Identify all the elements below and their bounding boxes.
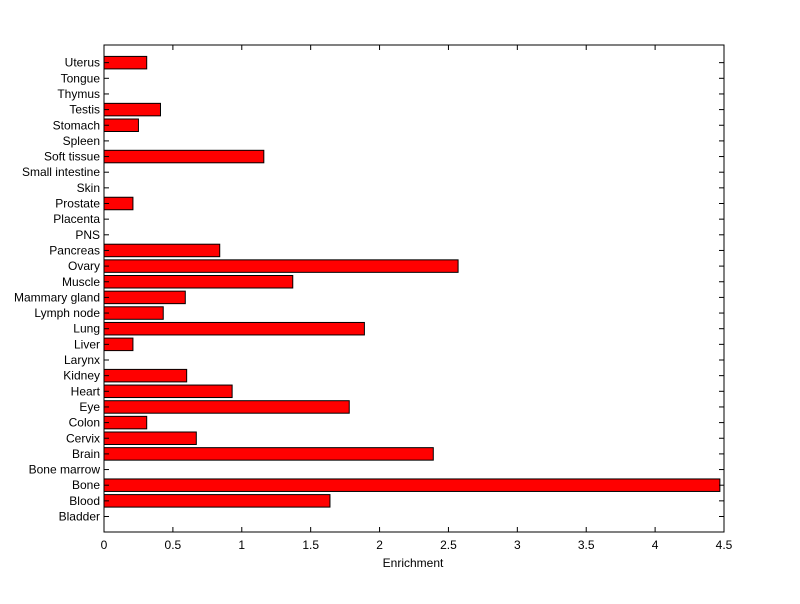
bar-blood xyxy=(103,494,331,508)
bar-bone xyxy=(103,478,721,492)
bar-stomach xyxy=(103,118,139,132)
bar-colon xyxy=(103,415,148,430)
category-label-placenta: Placenta xyxy=(53,212,100,226)
x-tick-label: 0 xyxy=(101,538,108,552)
category-label-pns: PNS xyxy=(75,228,100,242)
category-label-pancreas: Pancreas xyxy=(49,243,100,257)
category-label-colon: Colon xyxy=(69,416,100,430)
x-tick-label: 4.5 xyxy=(716,538,733,552)
bar-pancreas xyxy=(103,243,221,258)
bar-kidney xyxy=(103,368,188,383)
x-tick-label: 3 xyxy=(514,538,521,552)
bar-testis xyxy=(103,102,161,117)
bar-ovary xyxy=(103,259,459,273)
category-label-skin: Skin xyxy=(77,181,100,195)
x-tick-label: 1.5 xyxy=(302,538,319,552)
category-label-bone-marrow: Bone marrow xyxy=(29,463,101,477)
x-tick-label: 4 xyxy=(652,538,659,552)
category-label-tongue: Tongue xyxy=(61,71,101,85)
category-label-liver: Liver xyxy=(74,337,100,351)
x-axis-label: Enrichment xyxy=(383,556,444,570)
category-label-kidney: Kidney xyxy=(63,369,100,383)
bar-lung xyxy=(103,321,365,336)
category-label-cervix: Cervix xyxy=(66,431,100,445)
bar-lymph-node xyxy=(103,306,164,320)
category-label-blood: Blood xyxy=(69,494,100,508)
category-label-thymus: Thymus xyxy=(57,87,100,101)
category-label-eye: Eye xyxy=(79,400,100,414)
category-label-testis: Testis xyxy=(69,103,100,117)
category-label-lung: Lung xyxy=(73,322,100,336)
category-label-soft-tissue: Soft tissue xyxy=(44,150,100,164)
category-label-muscle: Muscle xyxy=(62,275,100,289)
x-tick-label: 0.5 xyxy=(165,538,182,552)
bar-mammary-gland xyxy=(103,290,186,305)
category-label-bone: Bone xyxy=(72,478,100,492)
bar-heart xyxy=(103,384,233,399)
category-label-uterus: Uterus xyxy=(65,56,100,70)
bar-muscle xyxy=(103,275,294,289)
category-label-lymph-node: Lymph node xyxy=(34,306,100,320)
category-label-bladder: Bladder xyxy=(59,510,100,524)
bar-eye xyxy=(103,400,350,414)
plot-frame xyxy=(103,44,725,533)
category-label-larynx: Larynx xyxy=(64,353,100,367)
category-label-spleen: Spleen xyxy=(63,134,100,148)
x-tick-label: 2 xyxy=(376,538,383,552)
category-label-small-intestine: Small intestine xyxy=(22,165,100,179)
bar-uterus xyxy=(103,55,148,70)
category-label-prostate: Prostate xyxy=(55,197,100,211)
bar-soft-tissue xyxy=(103,149,265,164)
x-tick-label: 3.5 xyxy=(578,538,595,552)
category-label-heart: Heart xyxy=(71,384,101,398)
x-tick-label: 2.5 xyxy=(440,538,457,552)
x-tick-label: 1 xyxy=(238,538,245,552)
category-label-stomach: Stomach xyxy=(53,118,100,132)
bar-cervix xyxy=(103,431,197,445)
bar-brain xyxy=(103,447,434,461)
x-tick-labels: 0 0.5 1 1.5 2 2.5 3 3.5 4 4.5 xyxy=(101,538,733,552)
category-label-brain: Brain xyxy=(72,447,100,461)
category-label-mammary-gland: Mammary gland xyxy=(14,290,100,304)
category-label-ovary: Ovary xyxy=(68,259,100,273)
